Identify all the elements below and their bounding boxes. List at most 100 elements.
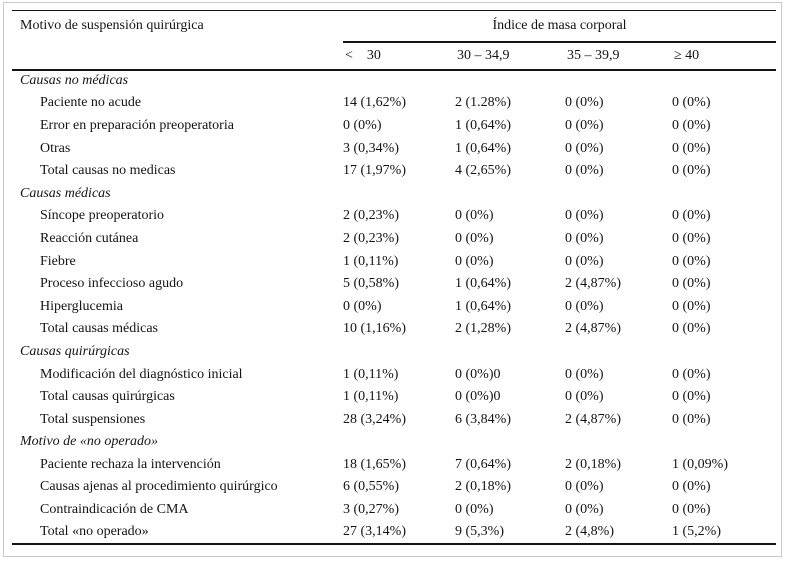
- value-cell: 0 (0%): [672, 321, 711, 337]
- value-cell: 0 (0%): [672, 253, 711, 269]
- value-cell: 0 (0%): [672, 411, 711, 427]
- row-header-title: Motivo de suspensión quirúrgica: [12, 10, 343, 71]
- value-cell: 9 (5,3%): [455, 524, 504, 540]
- table-row: Total causas médicas 10 (1,16%) 2 (1,28%) 2…: [12, 318, 776, 341]
- value-cell: 0 (0%): [565, 117, 604, 133]
- value-cell: 0 (0%): [672, 230, 711, 246]
- value-cell: 2 (0,23%): [343, 230, 399, 246]
- value-cell: 0 (0%): [672, 502, 711, 518]
- value-cell: 3 (0,34%): [343, 140, 399, 156]
- table-row: Paciente rechaza la intervención 18 (1,65…: [12, 454, 776, 477]
- table-row: Causas ajenas al procedimiento quirúrgic…: [12, 476, 776, 499]
- value-cell: 0 (0%): [565, 502, 604, 518]
- value-cell: 2 (0,18%): [565, 456, 621, 472]
- col-header-lt-30: < 30: [343, 41, 455, 71]
- row-label: Otras: [40, 140, 71, 156]
- value-cell: 0 (0%): [672, 208, 711, 224]
- value-cell: 1 (0,09%): [672, 456, 728, 472]
- section-label: Causas no médicas: [20, 73, 129, 89]
- table-row: Proceso infeccioso agudo 5 (0,58%) 1 (0,64…: [12, 273, 776, 296]
- section-row: Causas quirúrgicas: [12, 341, 776, 364]
- row-label: Hiperglucemia: [40, 298, 123, 314]
- row-label: Proceso infeccioso agudo: [40, 276, 184, 292]
- group-header-row: Motivo de suspensión quirúrgica Índice d…: [12, 10, 777, 71]
- row-label: Contraindicación de CMA: [40, 502, 189, 518]
- group-header-bmi: Índice de masa corporal: [343, 10, 777, 43]
- table-row: Hiperglucemia 0 (0%) 1 (0,64%) 0 (0%) 0 (0%): [12, 295, 776, 318]
- scanned-table-frame: Motivo de suspensión quirúrgica Índice d…: [3, 2, 782, 557]
- table-row: Total causas quirúrgicas 1 (0,11%) 0 (0%)0…: [12, 386, 776, 409]
- value-cell: 1 (0,11%): [343, 253, 399, 269]
- value-cell: 0 (0%): [565, 253, 604, 269]
- col-header-ge-40: ≥ 40: [672, 41, 777, 71]
- value-cell: 2 (0,18%): [455, 479, 511, 495]
- value-cell: 4 (2,65%): [455, 163, 511, 179]
- value-cell: 1 (0,11%): [343, 389, 399, 405]
- value-cell: 2 (4,87%): [565, 276, 621, 292]
- surgical-suspension-bmi-table: Motivo de suspensión quirúrgica Índice d…: [12, 10, 777, 545]
- table-row: Síncope preoperatorio 2 (0,23%) 0 (0%) 0 (0…: [12, 205, 776, 228]
- table-row: Contraindicación de CMA 3 (0,27%) 0 (0%) 0 …: [12, 499, 776, 522]
- table-row: Total suspensiones 28 (3,24%) 6 (3,84%) 2 (…: [12, 408, 776, 431]
- value-cell: 0 (0%): [455, 230, 494, 246]
- value-cell: 0 (0%)0: [455, 389, 501, 405]
- table-body: Causas no médicas Paciente no acude 14 (1,…: [12, 70, 776, 544]
- value-cell: 2 (4,87%): [565, 411, 621, 427]
- value-cell: 0 (0%): [672, 389, 711, 405]
- row-label: Paciente no acude: [40, 95, 142, 111]
- value-cell: 1 (0,64%): [455, 117, 511, 133]
- value-cell: 0 (0%): [455, 208, 494, 224]
- value-cell: 0 (0%): [565, 140, 604, 156]
- row-label: Reacción cutánea: [40, 230, 139, 246]
- row-label: Síncope preoperatorio: [40, 208, 165, 224]
- value-cell: 0 (0%): [672, 298, 711, 314]
- value-cell: 0 (0%): [565, 389, 604, 405]
- value-cell: 0 (0%): [565, 366, 604, 382]
- value-cell: 0 (0%): [565, 298, 604, 314]
- table-row: Paciente no acude 14 (1,62%) 2 (1.28%) 0 (0…: [12, 92, 776, 115]
- row-label: Total suspensiones: [40, 411, 146, 427]
- value-cell: 0 (0%): [343, 117, 382, 133]
- row-label: Paciente rechaza la intervención: [40, 456, 221, 472]
- value-cell: 0 (0%): [672, 117, 711, 133]
- table-row: Error en preparación preoperatoria 0 (0%)…: [12, 115, 776, 138]
- value-cell: 0 (0%): [672, 163, 711, 179]
- table-row: Modificación del diagnóstico inicial 1 (0…: [12, 363, 776, 386]
- row-label: Total causas médicas: [40, 321, 158, 337]
- value-cell: 1 (0,64%): [455, 276, 511, 292]
- column-header-row: < 30 30 – 34,9 35 – 39,9 ≥ 40: [12, 41, 777, 71]
- value-cell: 27 (3,14%): [343, 524, 406, 540]
- value-cell: 0 (0%): [565, 208, 604, 224]
- value-cell: 0 (0%): [672, 276, 711, 292]
- section-row: Motivo de «no operado»: [12, 431, 776, 454]
- col-header-35-39: 35 – 39,9: [565, 41, 672, 71]
- row-label: Total causas no medicas: [40, 163, 176, 179]
- value-cell: 1 (0,11%): [343, 366, 399, 382]
- section-label: Motivo de «no operado»: [20, 434, 159, 450]
- value-cell: 1 (0,64%): [455, 140, 511, 156]
- table-row: Reacción cutánea 2 (0,23%) 0 (0%) 0 (0%) 0 (…: [12, 228, 776, 251]
- value-cell: 0 (0%): [565, 230, 604, 246]
- table-row: Fiebre 1 (0,11%) 0 (0%) 0 (0%) 0 (0%): [12, 250, 776, 273]
- value-cell: 0 (0%): [672, 479, 711, 495]
- row-label: Total causas quirúrgicas: [40, 389, 175, 405]
- section-label: Causas médicas: [20, 185, 111, 201]
- value-cell: 3 (0,27%): [343, 502, 399, 518]
- row-label: Causas ajenas al procedimiento quirúrgic…: [40, 479, 278, 495]
- value-cell: 6 (3,84%): [455, 411, 511, 427]
- value-cell: 5 (0,58%): [343, 276, 399, 292]
- value-cell: 2 (4,87%): [565, 321, 621, 337]
- section-row: Causas médicas: [12, 182, 776, 205]
- value-cell: 2 (1,28%): [455, 321, 511, 337]
- table-row: Total causas no medicas 17 (1,97%) 4 (2,65…: [12, 160, 776, 183]
- value-cell: 0 (0%): [672, 140, 711, 156]
- value-cell: 0 (0%): [565, 163, 604, 179]
- section-row: Causas no médicas: [12, 70, 776, 93]
- value-cell: 0 (0%): [672, 95, 711, 111]
- table-row: Otras 3 (0,34%) 1 (0,64%) 0 (0%) 0 (0%): [12, 137, 776, 160]
- value-cell: 0 (0%): [455, 253, 494, 269]
- table-row: Total «no operado» 27 (3,14%) 9 (5,3%) 2 (4…: [12, 521, 776, 544]
- value-cell: 1 (0,64%): [455, 298, 511, 314]
- value-cell: 2 (4,8%): [565, 524, 614, 540]
- value-cell: 1 (5,2%): [672, 524, 721, 540]
